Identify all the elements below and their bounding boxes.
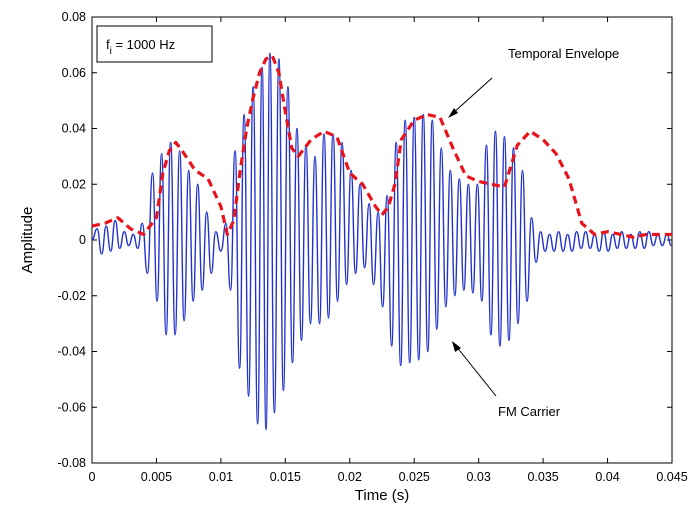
legend-text-main: f bbox=[106, 37, 110, 52]
ticks-layer: 0 0.005 0.01 0.015 0.02 0.025 0.03 0.035 0.04 0.0… bbox=[58, 10, 688, 484]
legend-text-rest: = 1000 Hz bbox=[112, 37, 175, 52]
annotation-fm-carrier: FM Carrier bbox=[498, 404, 561, 419]
x-tick-label: 0 bbox=[89, 470, 96, 484]
legend-box: fi = 1000 Hz bbox=[96, 25, 213, 63]
x-tick-label: 0.035 bbox=[527, 470, 558, 484]
annotation-arrowhead-carrier bbox=[452, 341, 461, 352]
y-tick-label: -0.04 bbox=[58, 345, 87, 359]
y-tick-label: -0.06 bbox=[58, 400, 87, 414]
annotation-temporal-envelope: Temporal Envelope bbox=[508, 46, 619, 61]
x-tick-label: 0.02 bbox=[338, 470, 362, 484]
x-tick-label: 0.01 bbox=[209, 470, 233, 484]
y-tick-label: 0.02 bbox=[62, 177, 86, 191]
x-tick-label: 0.005 bbox=[141, 470, 172, 484]
y-tick-label: 0.04 bbox=[62, 122, 86, 136]
y-axis-label: Amplitude bbox=[19, 207, 36, 274]
temporal-envelope-line bbox=[91, 54, 672, 239]
x-tick-label: 0.015 bbox=[270, 470, 301, 484]
y-tick-label: 0.08 bbox=[62, 10, 86, 24]
annotation-arrow-envelope bbox=[451, 77, 493, 115]
fm-carrier-line bbox=[91, 52, 672, 431]
x-tick-label: 0.025 bbox=[399, 470, 430, 484]
plot-frame bbox=[91, 16, 673, 464]
y-tick-label: -0.08 bbox=[58, 456, 87, 470]
legend-text-sub: i bbox=[110, 46, 112, 57]
annotation-arrow-carrier bbox=[455, 345, 497, 397]
x-tick-label: 0.04 bbox=[595, 470, 619, 484]
annotation-arrowhead-envelope bbox=[448, 108, 458, 118]
y-tick-label: -0.02 bbox=[58, 289, 87, 303]
y-tick-label: 0.06 bbox=[62, 66, 86, 80]
legend-text: fi = 1000 Hz bbox=[106, 37, 175, 57]
legend-box-frame bbox=[96, 25, 213, 63]
y-tick-label: 0 bbox=[79, 233, 86, 247]
series-layer bbox=[91, 52, 672, 431]
x-tick-label: 0.045 bbox=[656, 470, 687, 484]
x-tick-label: 0.03 bbox=[466, 470, 490, 484]
x-axis-label: Time (s) bbox=[355, 487, 409, 504]
